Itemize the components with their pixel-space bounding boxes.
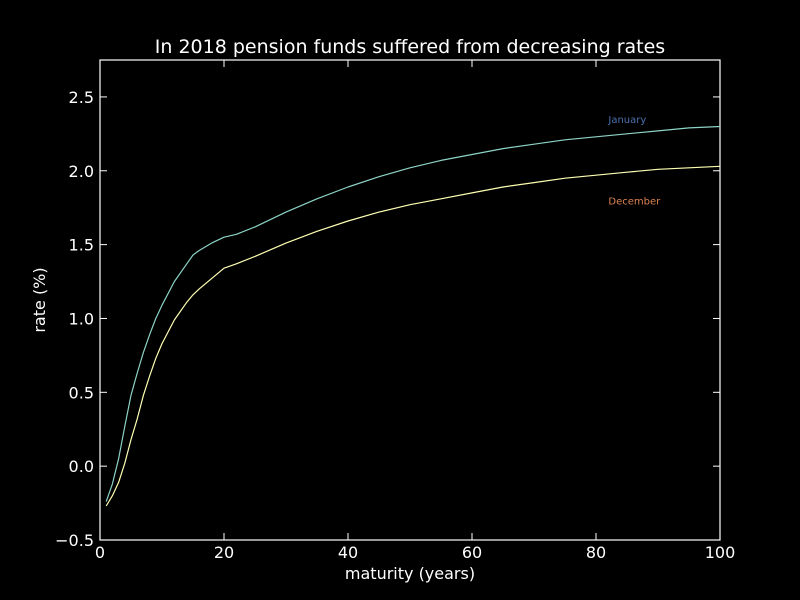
series-layer	[105, 125, 721, 507]
y-tick-label: −0.5	[55, 531, 94, 550]
chart-title: In 2018 pension funds suffered from decr…	[155, 36, 665, 58]
annotation-label: January	[607, 115, 646, 126]
y-axis: −0.5 0.0 0.5 1.0 1.5 2.0 2.5	[55, 88, 720, 550]
plot-area	[99, 59, 721, 541]
x-tick-label: 40	[338, 543, 358, 562]
annotation-layer: January December	[607, 115, 661, 207]
annotation-label: December	[608, 196, 661, 207]
series-line-1	[105, 165, 721, 507]
x-tick-label: 80	[586, 543, 606, 562]
x-tick-label: 20	[214, 543, 234, 562]
x-tick-label: 60	[462, 543, 482, 562]
y-tick-label: 1.0	[69, 309, 94, 328]
x-axis: 0 20 40 60 80 100	[95, 60, 735, 562]
x-axis-label: maturity (years)	[345, 564, 475, 583]
y-tick-label: 1.5	[69, 236, 94, 255]
y-tick-label: 0.5	[69, 383, 94, 402]
y-tick-label: 2.0	[69, 162, 94, 181]
x-tick-label: 0	[95, 543, 105, 562]
y-tick-label: 2.5	[69, 88, 94, 107]
y-axis-label: rate (%)	[30, 267, 49, 332]
y-tick-label: 0.0	[69, 457, 94, 476]
series-line-0	[105, 125, 721, 502]
x-tick-label: 100	[705, 543, 736, 562]
